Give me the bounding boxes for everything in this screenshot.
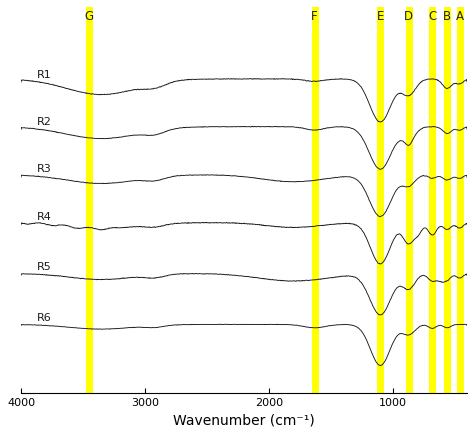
Text: R5: R5 (37, 262, 52, 273)
Text: R6: R6 (37, 313, 52, 323)
Text: G: G (84, 10, 94, 23)
X-axis label: Wavenumber (cm⁻¹): Wavenumber (cm⁻¹) (173, 413, 315, 427)
Text: R1: R1 (37, 70, 52, 80)
Text: F: F (311, 10, 318, 23)
Text: R3: R3 (37, 164, 52, 174)
Text: A: A (456, 10, 464, 23)
Text: R2: R2 (37, 117, 52, 127)
Text: D: D (404, 10, 413, 23)
Text: B: B (443, 10, 451, 23)
Text: E: E (377, 10, 384, 23)
Text: R4: R4 (37, 212, 52, 222)
Text: C: C (428, 10, 437, 23)
